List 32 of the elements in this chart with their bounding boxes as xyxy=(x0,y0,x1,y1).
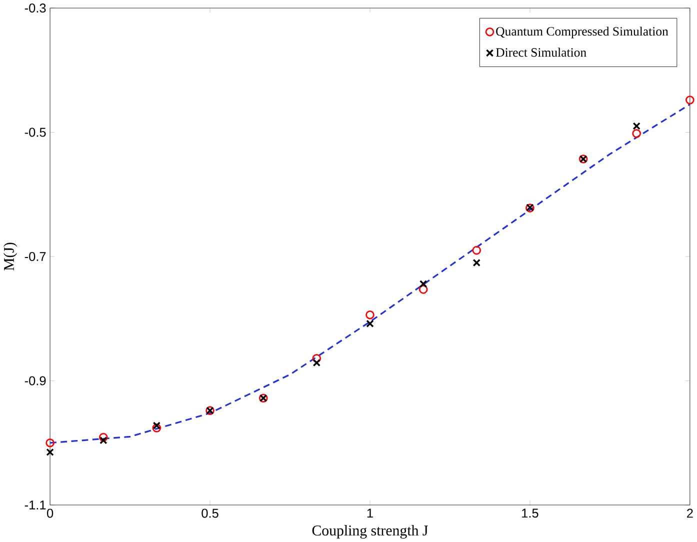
legend-label: Quantum Compressed Simulation xyxy=(496,26,668,38)
legend-label: Direct Simulation xyxy=(496,48,586,57)
y-tick-label: -0.9 xyxy=(24,376,46,386)
point xyxy=(100,436,108,444)
x-tick-label: 0 xyxy=(47,508,54,518)
y-tick-label: -1.1 xyxy=(24,500,46,510)
point xyxy=(46,438,54,448)
point xyxy=(366,320,374,328)
y-tick-label: -0.7 xyxy=(24,252,46,261)
point xyxy=(152,422,161,430)
point xyxy=(46,448,54,456)
point xyxy=(312,358,321,367)
point xyxy=(418,284,428,294)
point xyxy=(152,423,162,432)
x-axis-title: Coupling strength J xyxy=(312,524,428,539)
point xyxy=(312,354,322,363)
line-series xyxy=(49,103,691,444)
y-tick-label: -0.5 xyxy=(24,128,46,137)
y-axis-title: M(J) xyxy=(4,242,18,270)
point xyxy=(366,310,374,320)
x-tick-label: 1 xyxy=(367,508,373,518)
point xyxy=(632,129,641,138)
point xyxy=(419,280,428,288)
x-tick-label: 1.5 xyxy=(522,508,538,518)
point xyxy=(472,258,480,267)
y-tick-label: -0.3 xyxy=(24,3,46,12)
point xyxy=(632,122,640,130)
x-tick-label: 2 xyxy=(687,508,693,518)
point xyxy=(98,432,108,442)
point xyxy=(472,246,482,255)
x-tick-label: 0.5 xyxy=(202,508,218,518)
point xyxy=(686,96,694,104)
